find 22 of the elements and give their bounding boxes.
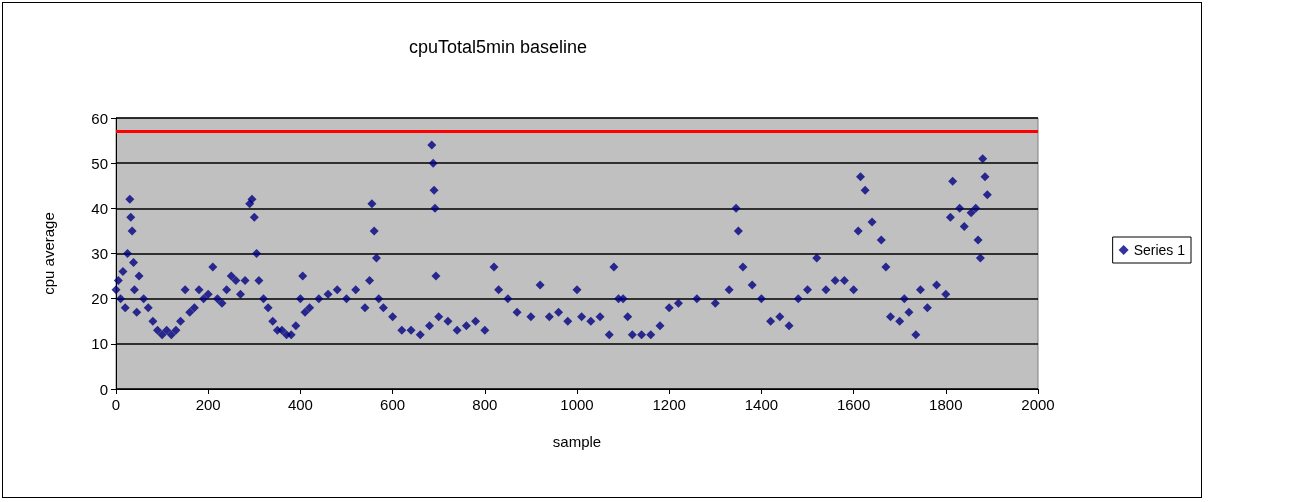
legend-label: Series 1 (1133, 242, 1186, 258)
x-tick-label: 600 (380, 396, 406, 413)
y-tick-label: 60 (91, 109, 108, 127)
y-tick-label: 30 (91, 245, 108, 262)
x-tick-label: 0 (111, 396, 121, 413)
y-tick-label: 40 (91, 199, 108, 217)
x-tick-label: 1400 (744, 396, 779, 413)
y-axis-title: cpu average (40, 212, 57, 295)
y-tick-label: 0 (99, 380, 108, 398)
x-tick-label: 1000 (560, 396, 594, 413)
x-tick-label: 800 (472, 396, 498, 413)
x-tick-label: 400 (287, 396, 313, 413)
x-tick-label: 200 (195, 396, 221, 413)
chart-title: cpuTotal5min baseline (408, 37, 588, 57)
y-tick-label: 20 (91, 290, 108, 308)
x-tick-label: 1800 (929, 396, 963, 413)
y-tick-label: 50 (91, 154, 108, 172)
x-tick-label: 1200 (652, 396, 686, 413)
y-tick-label: 10 (91, 335, 108, 353)
x-axis-title: sample (552, 433, 602, 450)
x-tick-label: 1600 (836, 396, 871, 413)
x-tick-label: 2000 (1021, 396, 1055, 413)
